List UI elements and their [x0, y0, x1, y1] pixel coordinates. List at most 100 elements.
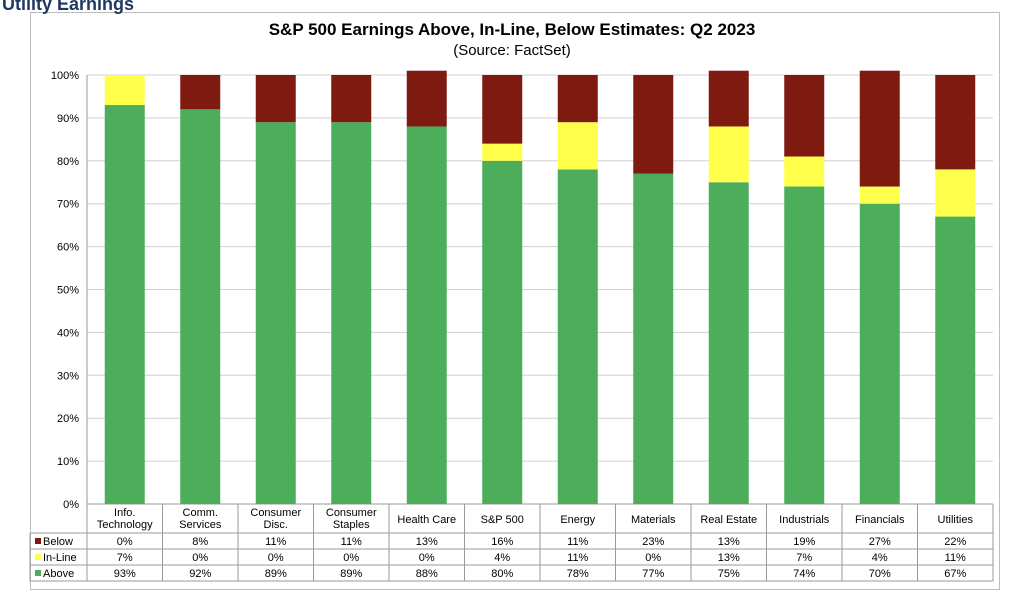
data-table-value: 11% [341, 536, 362, 548]
data-table-value: 27% [869, 536, 891, 548]
x-category-label: Staples [333, 519, 370, 531]
bar-below [331, 75, 372, 123]
bar-below [406, 70, 447, 127]
data-table-value: 0% [268, 552, 284, 564]
bar-in-line [557, 122, 598, 170]
data-table-value: 11% [567, 552, 588, 564]
bar-below [708, 70, 749, 127]
data-table-value: 70% [869, 568, 891, 580]
x-category-label: Materials [631, 514, 676, 526]
data-table-value: 80% [491, 568, 513, 580]
data-table-value: 75% [718, 568, 740, 580]
bar-above [859, 203, 900, 504]
x-category-label: Financials [855, 514, 905, 526]
x-category-label: Comm. [183, 507, 218, 519]
data-table-value: 89% [265, 568, 287, 580]
data-table-value: 4% [872, 552, 888, 564]
data-table-value: 13% [718, 552, 740, 564]
bar-below [859, 70, 900, 187]
bar-below [482, 75, 523, 144]
y-tick-label: 60% [57, 242, 79, 254]
legend-label: Below [43, 536, 73, 548]
y-tick-label: 0% [63, 499, 79, 511]
x-category-label: Health Care [397, 514, 456, 526]
bar-below [557, 75, 598, 123]
data-table-value: 88% [416, 568, 438, 580]
data-table-value: 92% [189, 568, 211, 580]
bar-below [255, 75, 296, 123]
bar-above [482, 160, 523, 505]
y-tick-label: 90% [57, 113, 79, 125]
data-table-value: 0% [192, 552, 208, 564]
data-table-value: 22% [944, 536, 966, 548]
legend-label: Above [43, 568, 74, 580]
x-category-label: Energy [560, 514, 595, 526]
bar-above [557, 169, 598, 504]
y-tick-label: 30% [57, 370, 79, 382]
bar-in-line [859, 186, 900, 204]
x-category-label: Consumer [250, 507, 301, 519]
data-table-value: 7% [117, 552, 133, 564]
x-category-label: Technology [97, 519, 153, 531]
bar-above [104, 105, 145, 504]
y-tick-label: 40% [57, 327, 79, 339]
data-table-value: 7% [796, 552, 812, 564]
bar-below [633, 75, 674, 174]
bar-above [633, 173, 674, 505]
y-tick-label: 80% [57, 156, 79, 168]
data-table-value: 13% [416, 536, 438, 548]
data-table-value: 11% [945, 552, 966, 564]
bar-above [331, 122, 372, 504]
data-table-value: 4% [494, 552, 510, 564]
y-tick-label: 70% [57, 199, 79, 211]
bar-above [180, 109, 221, 504]
data-table-value: 11% [265, 536, 286, 548]
x-category-label: Info. [114, 507, 135, 519]
y-tick-label: 50% [57, 285, 79, 297]
x-category-label: Real Estate [700, 514, 757, 526]
data-table-value: 0% [645, 552, 661, 564]
bar-above [406, 126, 447, 504]
data-table-value: 78% [567, 568, 589, 580]
bar-in-line [104, 75, 145, 106]
legend-label: In-Line [43, 552, 77, 564]
x-category-label: Services [179, 519, 222, 531]
bar-above [784, 186, 825, 505]
bar-below [180, 75, 221, 110]
data-table-value: 77% [642, 568, 664, 580]
bar-above [708, 182, 749, 504]
bar-above [255, 122, 296, 504]
data-table-value: 16% [491, 536, 513, 548]
x-category-label: Utilities [938, 514, 974, 526]
y-tick-label: 100% [51, 70, 79, 82]
bar-in-line [482, 143, 523, 161]
data-table-value: 11% [567, 536, 588, 548]
data-table-value: 93% [114, 568, 136, 580]
legend-key-below [35, 538, 41, 544]
legend-key-above [35, 570, 41, 576]
x-category-label: Consumer [326, 507, 377, 519]
chart-title: S&P 500 Earnings Above, In-Line, Below E… [268, 20, 756, 39]
bar-in-line [935, 169, 976, 217]
x-category-label: Industrials [779, 514, 830, 526]
bar-in-line [708, 126, 749, 183]
data-table-value: 0% [343, 552, 359, 564]
data-table-value: 67% [944, 568, 966, 580]
data-table-value: 0% [117, 536, 133, 548]
bar-in-line [784, 156, 825, 187]
page-heading: Utility Earnings [2, 0, 135, 14]
y-tick-label: 20% [57, 413, 79, 425]
data-table-value: 0% [419, 552, 435, 564]
data-table-value: 13% [718, 536, 740, 548]
legend-key-in-line [35, 554, 41, 560]
data-table-value: 74% [793, 568, 815, 580]
bar-below [784, 75, 825, 157]
bar-above [935, 216, 976, 504]
data-table-value: 23% [642, 536, 664, 548]
data-table-value: 89% [340, 568, 362, 580]
x-category-label: S&P 500 [481, 514, 524, 526]
x-category-label: Disc. [264, 519, 288, 531]
bar-below [935, 75, 976, 170]
y-tick-label: 10% [57, 456, 79, 468]
